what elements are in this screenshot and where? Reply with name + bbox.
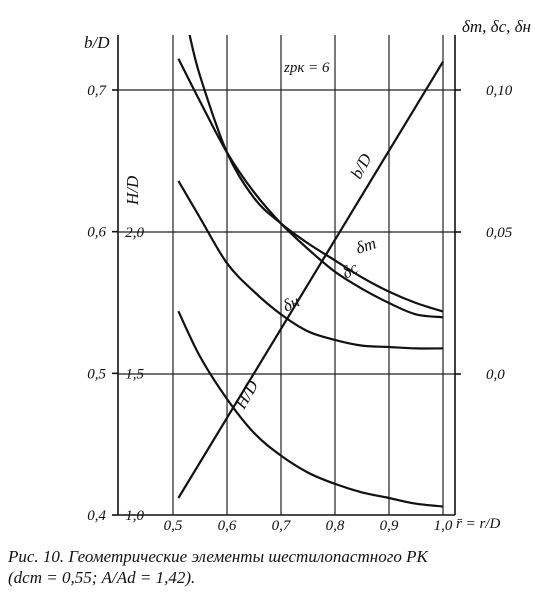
- blade-count-note: zрк = 6: [283, 60, 330, 76]
- curve-HD-HD: [177, 310, 444, 508]
- curve-label: δc: [339, 258, 362, 282]
- bD-tick-label: 0,6: [87, 225, 106, 241]
- bD-tick-label: 0,4: [87, 508, 106, 524]
- curve-bD-bD: [177, 61, 444, 499]
- caption-line-1: Рис. 10. Геометрические элементы шестило…: [8, 547, 428, 566]
- bD-tick-label: 0,5: [87, 366, 106, 382]
- x-tick-label: 0,8: [326, 518, 345, 534]
- curve-label: H/D: [231, 377, 263, 413]
- delta-tick-label: 0,05: [486, 225, 513, 241]
- caption-line-2: (dст = 0,55; A/Ad = 1,42).: [8, 568, 196, 587]
- curve-label: δн: [280, 291, 303, 315]
- HD-tick-label: 1,0: [125, 508, 144, 524]
- HD-tick-label: 2,0: [125, 225, 144, 241]
- HD-tick-label: 1,5: [125, 367, 144, 383]
- x-axis-title: r̄ = r/D: [456, 516, 500, 532]
- axis-title-bD: b/D: [84, 33, 110, 52]
- chart: b/D δm, δc, δн H/D zрк = 6 r̄ = r/D 0,5 0…: [84, 17, 531, 534]
- figure-caption: Рис. 10. Геометрические элементы шестило…: [8, 546, 528, 588]
- axis-title-HD: H/D: [123, 175, 142, 206]
- curve-delta-: [177, 180, 444, 350]
- axis-title-delta: δm, δc, δн: [462, 17, 531, 36]
- bD-tick-label: 0,7: [87, 83, 107, 99]
- curve-label: δm: [353, 233, 378, 257]
- x-tick-label: 0,5: [164, 518, 183, 534]
- x-tick-label: 0,7: [272, 518, 292, 534]
- x-tick-label: 0,9: [380, 518, 399, 534]
- delta-tick-label: 0,0: [486, 367, 505, 383]
- curve-delta-c: [177, 58, 444, 319]
- x-tick-label: 1,0: [434, 518, 453, 534]
- delta-tick-label: 0,10: [486, 83, 513, 99]
- curve-delta-m: [188, 35, 444, 313]
- x-tick-label: 0,6: [218, 518, 237, 534]
- curve-label: b/D: [347, 150, 376, 182]
